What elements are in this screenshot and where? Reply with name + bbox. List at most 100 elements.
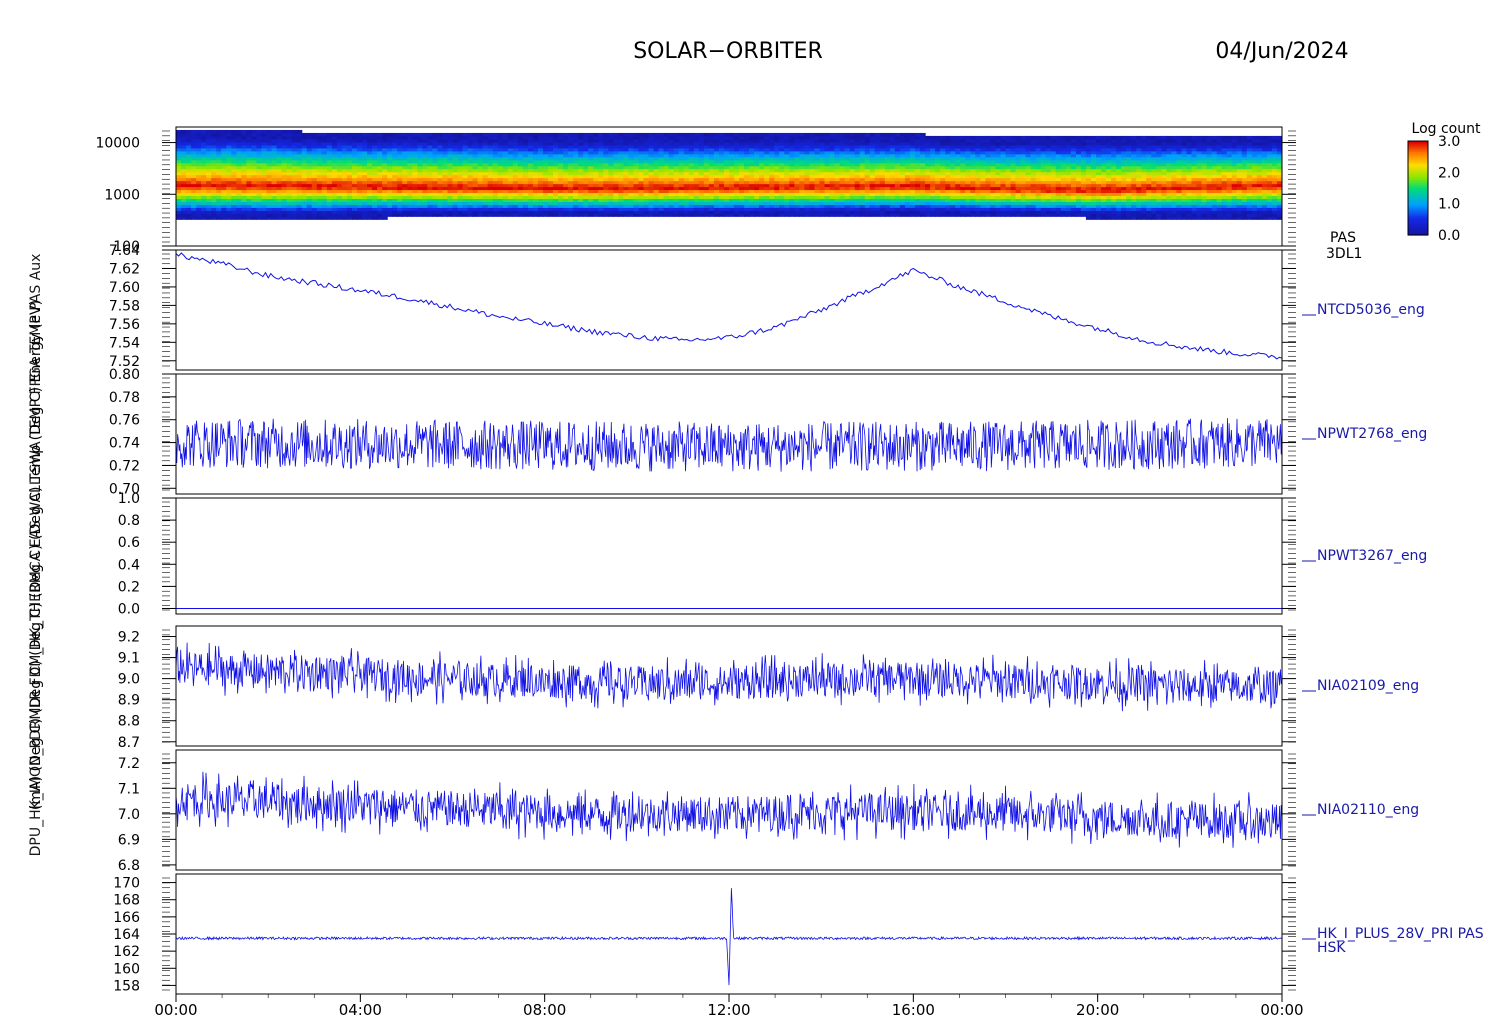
heatmap-cell: [844, 177, 851, 182]
heatmap-cell: [437, 159, 444, 164]
heatmap-cell: [899, 147, 906, 152]
heatmap-cell: [256, 144, 263, 149]
heatmap-cell: [834, 195, 841, 199]
heatmap-cell: [326, 198, 333, 202]
heatmap-cell: [417, 171, 423, 176]
heatmap-cell: [693, 168, 700, 173]
heatmap-cell: [412, 198, 418, 202]
heatmap-cell: [296, 198, 303, 202]
heatmap-cell: [1050, 144, 1057, 149]
heatmap-cell: [573, 177, 579, 182]
heatmap-cell: [583, 144, 589, 149]
heatmap-cell: [191, 153, 197, 158]
heatmap-cell: [950, 180, 956, 185]
heatmap-cell: [703, 201, 710, 205]
heatmap-cell: [623, 162, 630, 167]
heatmap-cell: [176, 141, 182, 146]
heatmap-cell: [437, 144, 444, 149]
heatmap-cell: [286, 132, 293, 137]
heatmap-cell: [583, 210, 589, 214]
heatmap-cell: [301, 192, 308, 197]
heatmap-cell: [864, 135, 871, 140]
heatmap-cell: [618, 141, 625, 146]
heatmap-cell: [804, 141, 811, 146]
heatmap-cell: [1060, 213, 1067, 217]
heatmap-cell: [854, 138, 861, 143]
heatmap-cell: [693, 159, 700, 164]
heatmap-cell: [1055, 183, 1062, 188]
heatmap-cell: [688, 174, 695, 179]
heatmap-cell: [814, 198, 821, 202]
heatmap-cell: [246, 213, 253, 217]
heatmap-cell: [341, 162, 348, 167]
heatmap-cell: [256, 141, 263, 146]
heatmap-cell: [980, 177, 986, 182]
heatmap-cell: [241, 147, 247, 152]
heatmap-cell: [472, 174, 479, 179]
heatmap-cell: [844, 159, 851, 164]
heatmap-cell: [487, 153, 494, 158]
heatmap-cell: [824, 156, 831, 161]
heatmap-cell: [975, 168, 981, 173]
heatmap-cell: [311, 171, 318, 176]
heatmap-cell: [804, 168, 811, 173]
heatmap-cell: [563, 177, 569, 182]
heatmap-cell: [196, 186, 202, 191]
heatmap-cell: [1060, 171, 1067, 176]
heatmap-cell: [899, 210, 906, 214]
heatmap-cell: [502, 168, 509, 173]
heatmap-cell: [879, 162, 886, 167]
heatmap-cell: [598, 153, 604, 158]
heatmap-cell: [362, 162, 368, 167]
heatmap-cell: [417, 186, 423, 191]
heatmap-cell: [764, 180, 770, 185]
heatmap-cell: [351, 162, 358, 167]
heatmap-cell: [492, 150, 499, 155]
heatmap-cell: [1030, 207, 1037, 211]
heatmap-cell: [985, 174, 992, 179]
heatmap-cell: [899, 189, 906, 194]
heatmap-cell: [281, 138, 288, 143]
heatmap-cell: [482, 198, 489, 202]
heatmap-cell: [341, 198, 348, 202]
heatmap-cell: [492, 171, 499, 176]
heatmap-cell: [462, 195, 469, 199]
heatmap-cell: [608, 204, 614, 208]
heatmap-cell: [894, 183, 901, 188]
heatmap-cell: [407, 201, 413, 205]
heatmap-cell: [789, 207, 795, 211]
heatmap-cell: [598, 192, 604, 197]
heatmap-cell: [804, 165, 811, 170]
heatmap-cell: [231, 186, 237, 191]
heatmap-cell: [774, 204, 780, 208]
heatmap-cell: [472, 132, 479, 137]
heatmap-cell: [548, 174, 554, 179]
heatmap-cell: [226, 138, 232, 143]
heatmap-cell: [452, 213, 459, 217]
heatmap-cell: [382, 138, 388, 143]
heatmap-cell: [407, 153, 413, 158]
heatmap-cell: [769, 144, 775, 149]
heatmap-cell: [382, 189, 388, 194]
heatmap-cell: [583, 204, 589, 208]
heatmap-cell: [311, 189, 318, 194]
heatmap-cell: [216, 195, 222, 199]
heatmap-cell: [693, 165, 700, 170]
heatmap-cell: [216, 150, 222, 155]
heatmap-cell: [920, 213, 926, 217]
heatmap-cell: [1000, 147, 1007, 152]
heatmap-cell: [201, 189, 207, 194]
heatmap-cell: [216, 204, 222, 208]
heatmap-cell: [668, 204, 675, 208]
heatmap-cell: [407, 177, 413, 182]
heatmap-cell: [407, 162, 413, 167]
heatmap-cell: [648, 171, 655, 176]
heatmap-cell: [372, 162, 378, 167]
heatmap-cell: [693, 150, 700, 155]
heatmap-cell: [291, 198, 298, 202]
heatmap-cell: [211, 216, 217, 220]
heatmap-cell: [884, 180, 891, 185]
heatmap-cell: [548, 168, 554, 173]
heatmap-cell: [326, 195, 333, 199]
heatmap-cell: [960, 207, 966, 211]
